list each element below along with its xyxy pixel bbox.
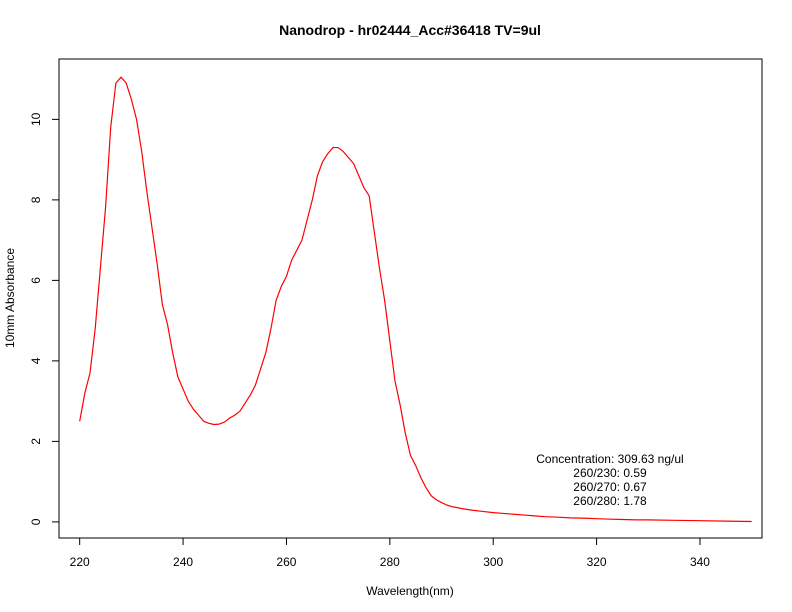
stats-annotation: Concentration: 309.63 ng/ul 260/230: 0.5… [536,452,683,508]
ratio-260-280-text: 260/280: 1.78 [573,494,647,508]
y-tick-label: 4 [29,357,43,364]
x-tick-label: 240 [173,555,193,569]
x-tick-label: 260 [276,555,296,569]
y-axis-label: 10mm Absorbance [3,248,17,348]
y-tick-label: 0 [29,518,43,525]
plot-frame [58,58,763,539]
x-tick-label: 280 [380,555,400,569]
x-axis-label: Wavelength(nm) [366,584,454,598]
y-tick-label: 2 [29,438,43,445]
x-tick-label: 340 [690,555,710,569]
y-tick-label: 6 [29,277,43,284]
chart-title: Nanodrop - hr02444_Acc#36418 TV=9ul [279,22,541,38]
x-tick-label: 320 [587,555,607,569]
absorbance-series-line [79,76,752,523]
ratio-260-270-text: 260/270: 0.67 [573,480,647,494]
series-layer [79,76,752,523]
y-tick-label: 8 [29,196,43,203]
x-tick-label: 300 [483,555,503,569]
ratio-260-230-text: 260/230: 0.59 [573,466,647,480]
x-axis: 220 240 260 280 300 320 340 [70,538,710,569]
y-axis: 0 2 4 6 8 10 [29,112,59,525]
x-tick-label: 220 [70,555,90,569]
concentration-text: Concentration: 309.63 ng/ul [536,452,683,466]
y-tick-label: 10 [29,112,43,126]
